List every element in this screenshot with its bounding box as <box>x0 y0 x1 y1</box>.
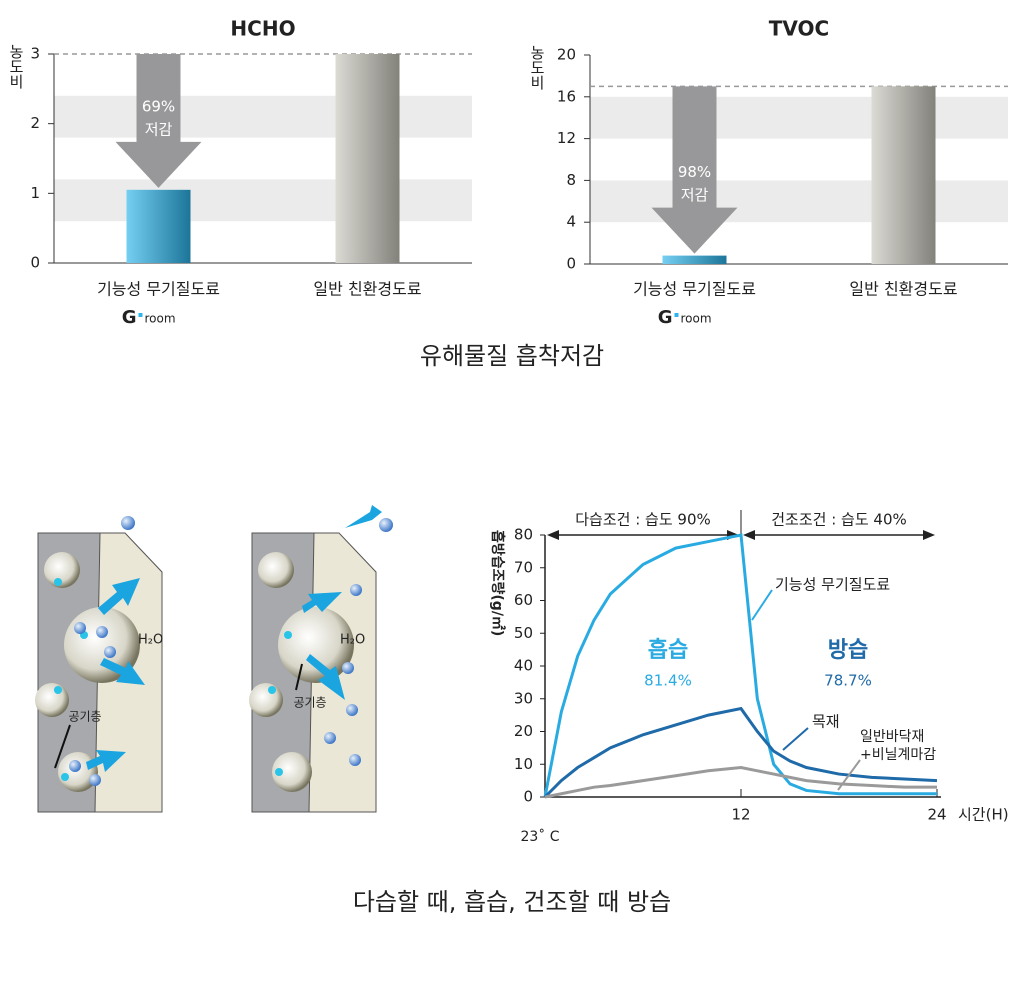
legend-box: 일반바닥재+비닐계마감 <box>860 729 937 763</box>
legend-label: 일반바닥재+비닐계마감 <box>860 729 937 763</box>
y-tick-label: 30 <box>514 689 533 707</box>
annotation: 저감 <box>145 120 173 138</box>
y-tick-label: 60 <box>514 591 533 609</box>
annotation-title: 방습 <box>828 638 868 663</box>
chart-title: TVOC <box>769 17 829 41</box>
reduction-arrow <box>651 86 738 254</box>
annotation-value: 81.4% <box>644 672 692 690</box>
leader-line <box>751 589 773 621</box>
leader-line <box>782 727 809 751</box>
y-tick-label: 16 <box>557 87 576 105</box>
legend-label: 기능성 무기질도료 <box>775 576 890 594</box>
y-tick-label: 80 <box>514 526 533 544</box>
annotation-value: 78.7% <box>824 672 872 690</box>
logo-word: room <box>681 312 712 326</box>
logo-letter: G <box>658 307 673 328</box>
caption: 다습할 때, 흡습, 건조할 때 방습 <box>353 888 671 916</box>
annotation: 98% <box>678 163 711 181</box>
y-tick-label: 8 <box>566 171 576 189</box>
x-tick-label: 12 <box>731 806 750 824</box>
y-tick-label: 12 <box>557 129 576 147</box>
y-axis-label: 농도비 <box>7 44 25 89</box>
series-line <box>544 766 937 799</box>
y-axis-label: 농도비 <box>528 45 546 90</box>
y-tick-label: 10 <box>514 755 533 773</box>
reduction-arrow <box>115 54 202 188</box>
diagram-label: H₂O <box>340 633 365 648</box>
x-tick-label: 24 <box>927 806 946 824</box>
diagram-panel <box>35 516 163 813</box>
annotation-title: 흡습 <box>648 638 688 663</box>
diagram-label: H₂O <box>138 633 163 648</box>
logo-dot <box>138 313 143 317</box>
leader-line <box>837 759 861 791</box>
bar-shade <box>335 54 400 263</box>
y-tick-label: 50 <box>514 624 533 642</box>
y-tick-label: 20 <box>557 46 576 64</box>
x-axis-label: 시간(H) <box>958 806 1009 824</box>
legend-label: 목재 <box>812 713 840 731</box>
logo-dot <box>674 313 679 317</box>
annotation: 저감 <box>681 186 709 204</box>
logo-letter: G <box>122 307 137 328</box>
condition-label: 건조조건 : 습도 40% <box>771 511 907 529</box>
y-tick-label: 2 <box>30 114 40 132</box>
bar-shade <box>871 86 936 264</box>
y-tick-label: 0 <box>566 255 576 273</box>
band <box>590 96 1008 139</box>
y-tick-label: 1 <box>30 184 40 202</box>
x-tick-label: 기능성 무기질도료 <box>97 280 220 299</box>
series-line <box>543 533 937 798</box>
arrowhead <box>743 530 755 540</box>
bar-shade <box>662 255 727 264</box>
chart-title: HCHO <box>230 17 295 41</box>
diagram-label: 공기층 <box>293 696 326 710</box>
x-tick-label: 일반 친환경도료 <box>849 280 957 299</box>
y-tick-label: 70 <box>514 558 533 576</box>
band <box>54 179 472 222</box>
annotation: 69% <box>142 97 175 115</box>
bar-shade <box>126 189 191 263</box>
diagram-label: 공기층 <box>68 710 101 724</box>
band <box>54 95 472 138</box>
y-tick-label: 0 <box>523 788 533 806</box>
x-tick-label: 일반 친환경도료 <box>313 280 421 299</box>
arrowhead <box>923 530 935 540</box>
caption: 유해물질 흡착저감 <box>420 342 604 370</box>
y-tick-label: 4 <box>566 213 576 231</box>
x-tick-label: 기능성 무기질도료 <box>633 280 756 299</box>
diagram-panel <box>249 505 393 813</box>
y-tick-label: 20 <box>514 722 533 740</box>
band <box>590 180 1008 223</box>
y-tick-label: 40 <box>514 657 533 675</box>
logo-word: room <box>145 312 176 326</box>
condition-label: 다습조건 : 습도 90% <box>575 511 711 529</box>
y-tick-label: 0 <box>30 254 40 272</box>
arrowhead <box>547 530 559 540</box>
note: 23˚ C <box>520 828 559 845</box>
y-axis-label: 흡방습조량(g/㎡) <box>489 530 506 636</box>
y-tick-label: 3 <box>30 45 40 63</box>
